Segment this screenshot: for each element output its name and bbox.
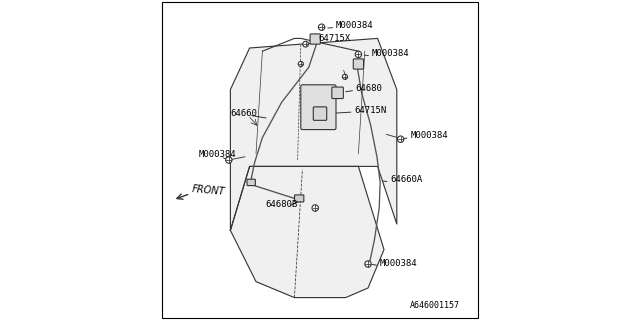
FancyBboxPatch shape bbox=[301, 85, 336, 130]
Circle shape bbox=[319, 24, 325, 30]
Circle shape bbox=[226, 157, 232, 163]
Circle shape bbox=[298, 61, 303, 67]
Circle shape bbox=[355, 51, 362, 58]
Circle shape bbox=[365, 261, 371, 267]
Circle shape bbox=[342, 74, 348, 79]
Text: A646001157: A646001157 bbox=[410, 301, 460, 310]
Text: 64680B: 64680B bbox=[266, 200, 298, 209]
FancyBboxPatch shape bbox=[353, 59, 364, 69]
Text: 64680: 64680 bbox=[356, 84, 383, 93]
FancyBboxPatch shape bbox=[294, 195, 304, 202]
Circle shape bbox=[312, 205, 319, 211]
Text: M000384: M000384 bbox=[198, 150, 236, 159]
Text: 64715X: 64715X bbox=[319, 34, 351, 43]
Text: M000384: M000384 bbox=[380, 259, 417, 268]
Text: M000384: M000384 bbox=[336, 20, 374, 29]
Circle shape bbox=[397, 136, 404, 142]
FancyBboxPatch shape bbox=[314, 107, 327, 120]
Text: 64715N: 64715N bbox=[355, 106, 387, 115]
Polygon shape bbox=[230, 166, 384, 298]
FancyBboxPatch shape bbox=[247, 179, 255, 186]
Text: M000384: M000384 bbox=[410, 131, 448, 140]
Text: 64660: 64660 bbox=[230, 109, 257, 118]
Text: FRONT: FRONT bbox=[191, 184, 225, 197]
Text: M000384: M000384 bbox=[372, 49, 410, 58]
Circle shape bbox=[303, 41, 308, 47]
FancyBboxPatch shape bbox=[332, 87, 344, 99]
Polygon shape bbox=[230, 38, 397, 230]
Text: 64660A: 64660A bbox=[390, 175, 422, 184]
FancyBboxPatch shape bbox=[310, 34, 321, 44]
